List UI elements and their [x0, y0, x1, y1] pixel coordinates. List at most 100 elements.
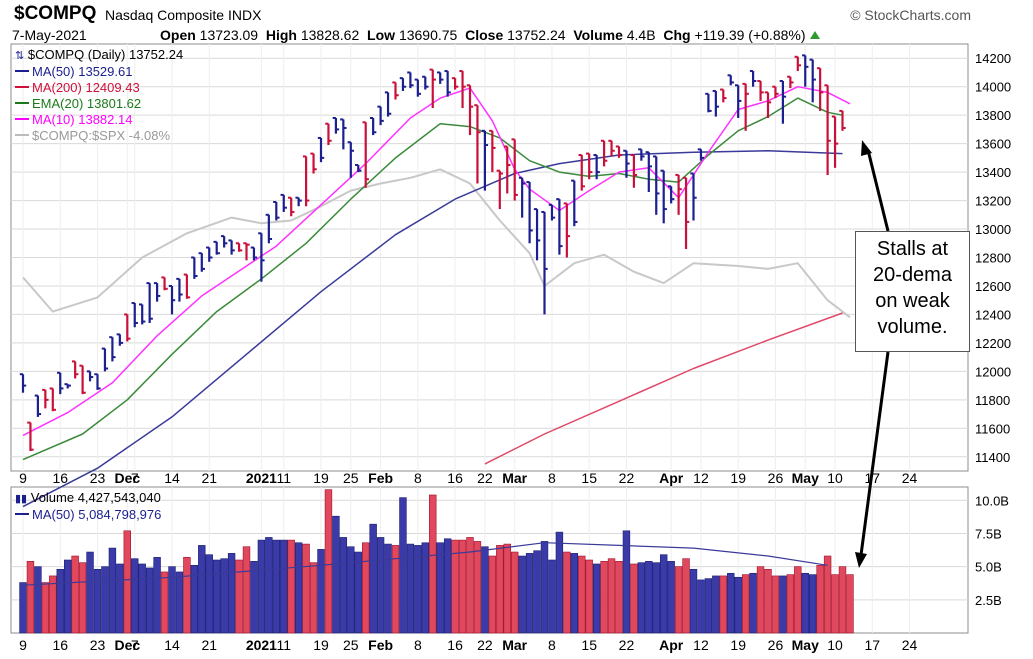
legend-label: MA(50) 13529.61 [32, 64, 133, 79]
legend-label: Volume 4,427,543,040 [30, 490, 161, 505]
volume-bar [198, 545, 206, 634]
volume-bar [630, 563, 638, 634]
arrow-down-shaft [859, 351, 890, 556]
volume-x-tick-label: 10 [827, 637, 843, 653]
volume-x-tick-label: 15 [581, 637, 597, 653]
volume-bar [458, 539, 467, 634]
indicator-lines [22, 85, 851, 586]
price-x-tick-label: 16 [447, 470, 463, 486]
price-x-tick-label: 16 [52, 470, 68, 486]
volume-bar [451, 539, 459, 634]
volume-bar [384, 543, 392, 634]
source-credit: © StockCharts.com [850, 7, 971, 23]
volume-bar [153, 557, 161, 634]
price-tick-label: 13600 [975, 137, 1011, 152]
volume-bar [19, 582, 27, 634]
price-legend: ⇅ $COMPQ (Daily) 13752.24 MA(50) 13529.6… [15, 47, 183, 144]
volume-bar [637, 562, 646, 634]
volume-bar [332, 515, 340, 634]
volume-bar [205, 554, 213, 634]
volume-x-tick-label: 16 [52, 637, 68, 653]
volume-x-tick-label: 7 [131, 637, 139, 653]
volume-bar [727, 572, 735, 634]
volume-bar [123, 530, 132, 634]
volume-bar [846, 574, 854, 634]
volume-bar [265, 537, 273, 634]
price-x-tick-label: 12 [693, 470, 709, 486]
volume-bar [794, 566, 802, 634]
ma50-swatch [15, 70, 29, 72]
legend-label: $COMPQ (Daily) 13752.24 [27, 47, 184, 62]
volume-bar [749, 572, 757, 634]
ma10-line [22, 85, 851, 437]
legend-label: MA(10) 13882.14 [32, 112, 133, 127]
volume-x-tick-label: 19 [313, 637, 329, 653]
volume-bar [808, 574, 817, 634]
annotation-callout: Stalls at 20-dema on weak volume. [855, 231, 970, 352]
price-x-tick-label: 19 [730, 470, 746, 486]
price-x-tick-label: Feb [368, 470, 393, 486]
volume-bar [56, 568, 64, 634]
volume-bar [34, 566, 42, 634]
legend-item-volume-ma50: MA(50) 5,084,798,976 [15, 507, 161, 523]
price-x-tick-label: 11 [276, 470, 291, 486]
price-x-tick-label: Mar [502, 470, 527, 486]
volume-bar [615, 561, 623, 634]
legend-label: MA(200) 12409.43 [32, 80, 140, 95]
volume-bar [280, 539, 288, 634]
volume-bar [607, 558, 616, 634]
chg-label: Chg [663, 27, 691, 43]
volume-bar [220, 558, 228, 634]
volume-bar [391, 545, 400, 634]
volume-bar [592, 563, 601, 634]
legend-label: EMA(20) 13801.62 [32, 96, 142, 111]
volume-x-tick-label: 21 [201, 637, 217, 653]
index-name-text: Nasdaq Composite [105, 7, 225, 23]
volume-bar [78, 562, 87, 634]
legend-item-ma50: MA(50) 13529.61 [15, 64, 183, 80]
high-value: 13828.62 [300, 27, 360, 43]
volume-bar [525, 553, 534, 634]
volume-bar [443, 538, 452, 634]
price-tick-label: 12000 [975, 364, 1011, 379]
volume-x-tick-label: 26 [768, 637, 784, 653]
volume-bar [533, 550, 541, 634]
price-tick-label: 11400 [975, 450, 1010, 465]
volume-bar [361, 542, 370, 634]
volume-bar [682, 558, 690, 634]
ma200-line [484, 312, 843, 465]
volume-bar [555, 531, 564, 634]
volume-bar [250, 561, 258, 634]
volume-bar [175, 571, 184, 634]
volume-bar [719, 575, 728, 634]
volume-x-tick-label: 19 [730, 637, 746, 653]
volume-bar [41, 582, 50, 634]
volume-bar [503, 543, 511, 634]
price-tick-label: 12600 [975, 279, 1011, 294]
volume-x-tick-label: Dec [114, 637, 140, 653]
volume-bar [756, 566, 765, 634]
close-value: 13752.24 [507, 27, 566, 43]
volume-bar [823, 555, 832, 634]
volume-bar [294, 542, 303, 634]
price-x-tick-label: Apr [659, 470, 684, 486]
volume-tick-label: 10.0B [975, 493, 1009, 508]
close-label: Close [465, 27, 504, 43]
volume-bar [585, 559, 593, 634]
volume-x-tick-label: Feb [368, 637, 393, 653]
volume-x-tick-label: 24 [902, 637, 918, 653]
volume-bar [406, 543, 415, 634]
low-label: Low [367, 27, 396, 43]
low-value: 13690.75 [398, 27, 458, 43]
volume-bar [786, 574, 795, 634]
price-axis: 11400 11600 11800 12000 12200 12400 12600 12800… [975, 51, 1011, 465]
volume-x-tick-label: Mar [502, 637, 527, 653]
volume-bar [138, 563, 146, 634]
volume-bar [838, 566, 847, 634]
price-x-tick-label: 24 [902, 470, 918, 486]
volume-bar [704, 578, 713, 634]
price-x-tick-label: 14 [164, 470, 180, 486]
volume-bar [145, 567, 154, 634]
